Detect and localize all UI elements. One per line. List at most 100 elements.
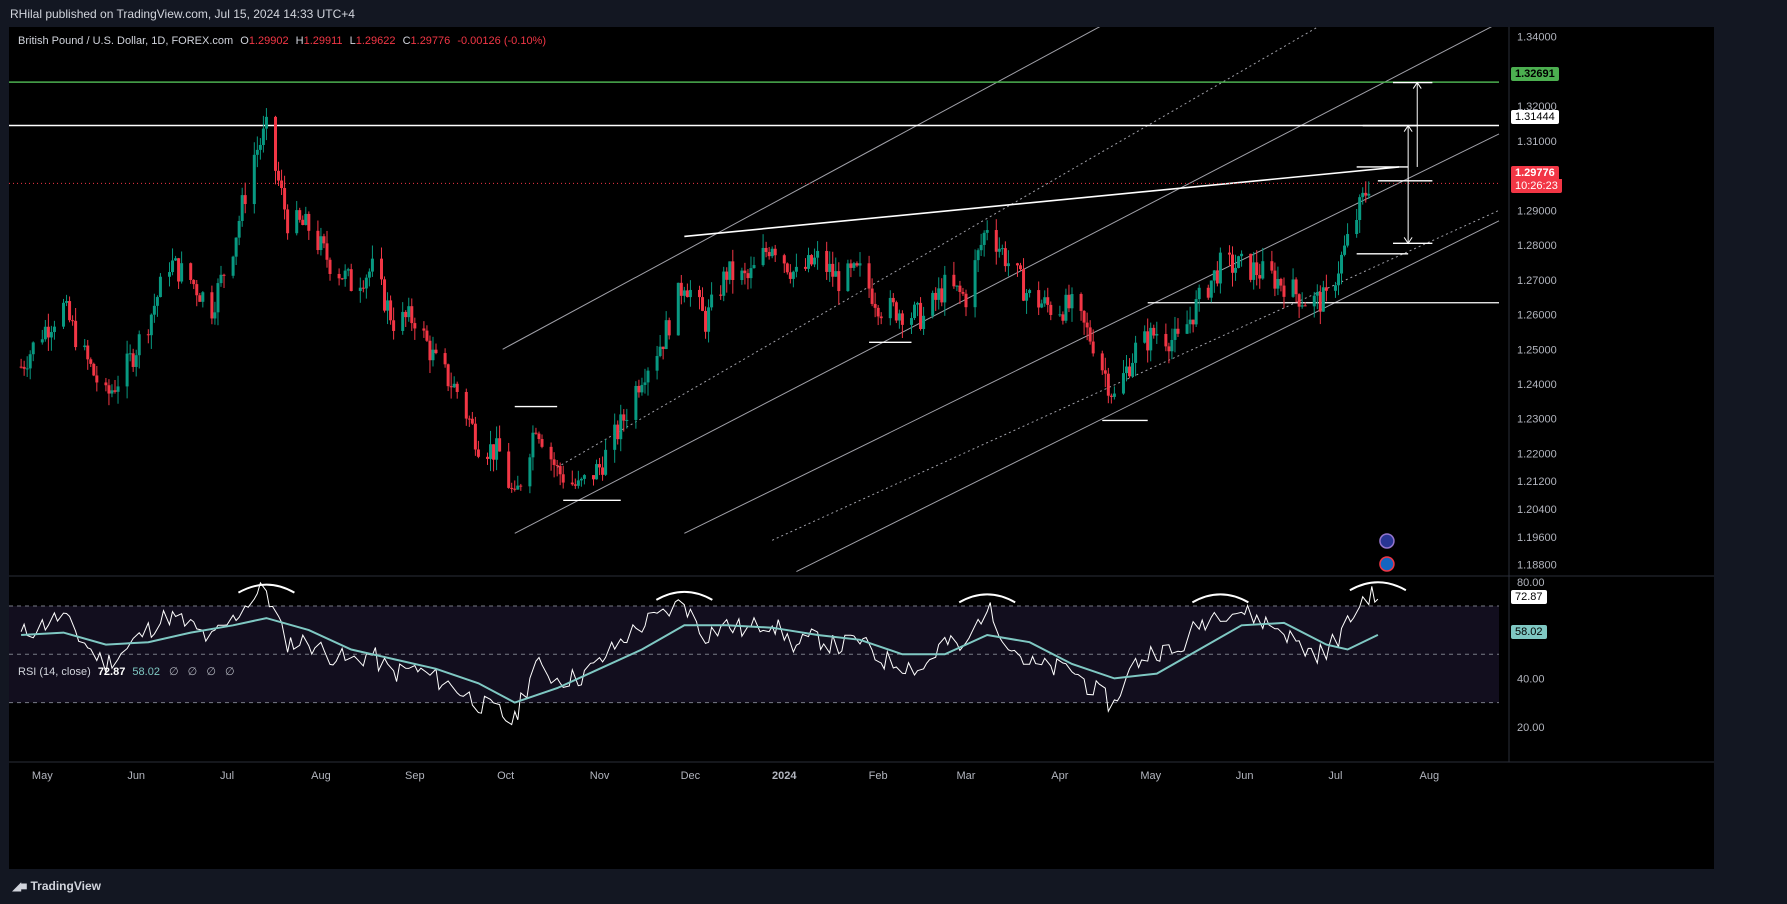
candle-body (316, 230, 320, 251)
candle-body (304, 213, 308, 225)
candle-body (431, 349, 435, 361)
candle-body (964, 293, 968, 308)
candle-body (40, 339, 44, 343)
time-tick-label: Jul (1328, 770, 1342, 782)
candle-body (386, 300, 390, 311)
candle-body (340, 278, 344, 280)
candle-body (298, 210, 302, 220)
candle-body (1318, 292, 1322, 312)
candle-body (1015, 263, 1019, 266)
rsi-top-arc (1191, 593, 1249, 604)
candle-body (1143, 331, 1147, 343)
candle-body (125, 353, 129, 387)
candle-body (155, 297, 159, 306)
candle-body (746, 273, 750, 279)
candle-body (643, 382, 647, 385)
candle-body (955, 285, 959, 287)
candle-body (168, 272, 172, 277)
candle-body (613, 424, 617, 450)
candle-body (834, 271, 838, 277)
candle-body (1155, 333, 1159, 336)
candle-body (1279, 278, 1283, 286)
candle-body (1100, 353, 1104, 371)
candle-body (1230, 254, 1234, 273)
price-tick-label: 1.22000 (1517, 448, 1557, 460)
candle-body (701, 297, 705, 311)
candle-body (1037, 290, 1041, 308)
candle-body (831, 263, 835, 277)
candle-body (307, 213, 311, 231)
candle-body (68, 301, 72, 321)
candle-body (1088, 327, 1092, 342)
candle-body (810, 255, 814, 265)
candle-body (1191, 319, 1195, 325)
candle-body (1109, 395, 1113, 397)
candle-body (319, 236, 323, 251)
tradingview-logo[interactable]: ◢■ TradingView (12, 879, 101, 893)
candle-body (274, 116, 278, 171)
change-value: -0.00126 (-0.10%) (457, 35, 547, 47)
candle-body (913, 304, 917, 319)
candle-body (1194, 299, 1198, 325)
candle-body (855, 263, 859, 266)
candle-body (383, 279, 387, 311)
candle-body (1321, 287, 1325, 312)
candle-body (994, 230, 998, 252)
candle-body (328, 259, 332, 274)
chart-canvas[interactable]: 1.340001.330001.320001.310001.300001.290… (9, 27, 1714, 869)
candle-body (146, 334, 150, 336)
price-tick-label: 1.29000 (1517, 205, 1557, 217)
low-value: 1.29622 (355, 35, 396, 47)
candle-body (1291, 279, 1295, 297)
candle-body (531, 432, 535, 458)
candle-body (976, 250, 980, 261)
price-tick-label: 1.31000 (1517, 136, 1557, 148)
candle-body (216, 283, 220, 313)
candle-body (107, 385, 111, 394)
candle-body (900, 313, 904, 325)
candle-body (1134, 342, 1138, 363)
channel-line (771, 209, 1500, 541)
rsi-tick-label: 20.00 (1517, 722, 1545, 734)
candle-body (1276, 278, 1280, 289)
candle-body (519, 485, 523, 487)
candle-body (1146, 331, 1150, 351)
candle-body (434, 349, 438, 354)
candle-body (1303, 305, 1307, 307)
candle-body (1112, 393, 1116, 397)
candle-body (322, 236, 326, 244)
candle-body (470, 418, 474, 424)
candle-body (740, 270, 744, 281)
candle-body (555, 464, 559, 467)
candle-body (803, 266, 807, 269)
candle-body (1064, 294, 1068, 321)
candle-body (346, 269, 350, 271)
candle-body (1197, 287, 1201, 300)
candle-body (1188, 319, 1192, 325)
rsi-line (20, 581, 1379, 726)
channel-line (684, 133, 1500, 534)
candle-body (619, 414, 623, 440)
candle-body (1028, 290, 1032, 294)
candle-body (361, 287, 365, 289)
candle-body (507, 451, 511, 488)
candle-body (570, 482, 574, 485)
candle-body (1273, 270, 1277, 289)
candle-body (1361, 192, 1365, 198)
candle-body (540, 439, 544, 447)
candle-body (528, 457, 532, 487)
candle-body (1025, 293, 1029, 301)
candle-body (510, 487, 514, 489)
candle-body (1249, 253, 1253, 280)
candle-body (1355, 220, 1359, 235)
candle-body (343, 270, 347, 280)
candle-body (1079, 294, 1083, 311)
price-tick-label: 1.26000 (1517, 310, 1557, 322)
candle-body (237, 220, 241, 238)
candle-body (392, 320, 396, 331)
measure-arrowhead (1403, 124, 1413, 132)
rsi-label: RSI (14, close) (18, 666, 91, 678)
candle-body (676, 282, 680, 336)
tradingview-logo-icon: ◢■ (12, 879, 28, 893)
chart-pane[interactable]: 1.340001.330001.320001.310001.300001.290… (9, 27, 1714, 869)
